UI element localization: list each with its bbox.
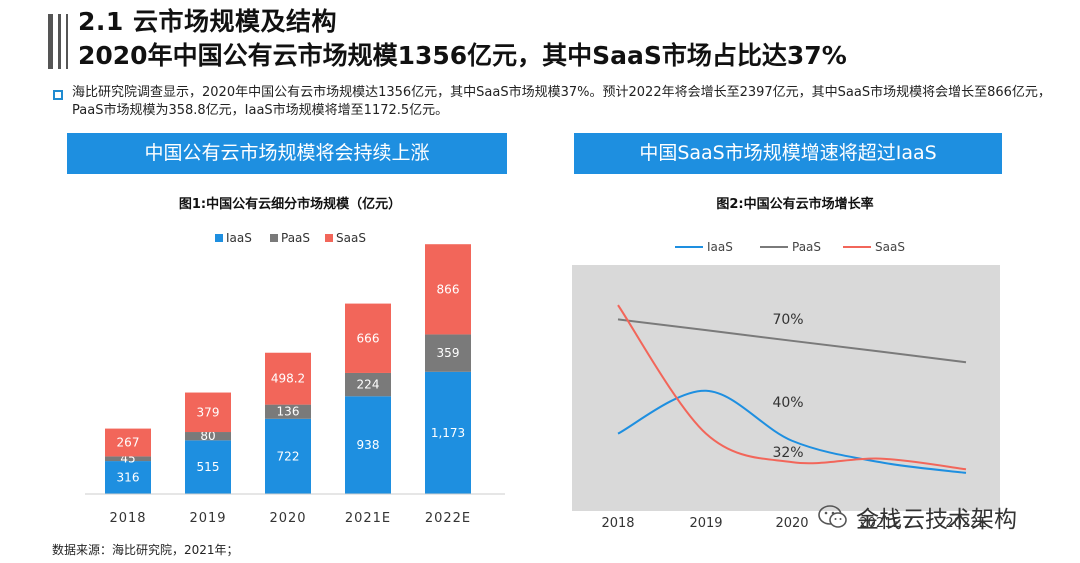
legend-label-saas: SaaS	[875, 240, 905, 254]
bar-value-label: 938	[357, 438, 380, 452]
bar-chart-title: 图1:中国公有云细分市场规模（亿元）	[178, 197, 402, 212]
x-tick-label: 2021E	[859, 516, 900, 531]
x-tick-label: 2022E	[945, 516, 986, 531]
bar-paas	[425, 334, 471, 372]
bar-value-label: 1,173	[431, 426, 465, 440]
left-banner: 中国公有云市场规模将会持续上涨	[67, 133, 507, 174]
bar-value-label: 80	[200, 429, 215, 443]
bullet-square-icon	[53, 90, 63, 100]
bar-value-label: 224	[357, 378, 380, 392]
bar-value-label: 722	[277, 449, 300, 463]
line-chart-title: 图2:中国公有云市场增长率	[716, 197, 874, 212]
bar-value-label: 316	[117, 471, 140, 485]
legend-swatch-iaas	[215, 234, 223, 242]
right-banner: 中国SaaS市场规模增速将超过IaaS	[574, 133, 1002, 174]
bar-value-label: 515	[197, 460, 220, 474]
bar-value-label: 379	[197, 405, 220, 419]
x-tick-label: 2019	[189, 511, 226, 526]
x-tick-label: 2018	[109, 511, 146, 526]
bar-iaas	[265, 418, 311, 494]
series-line-saas	[617, 304, 967, 471]
growth-line-chart: IaaS PaaS SaaS 70% 40% 32% 2018 2019 2020 2021E 20…	[572, 240, 1000, 531]
header-accent-bar	[58, 14, 61, 69]
bar-saas	[425, 244, 471, 335]
bar-value-label: 666	[357, 331, 380, 345]
legend-label-iaas: IaaS	[707, 240, 733, 254]
bar-paas	[345, 372, 391, 397]
summary-paragraph: 海比研究院调查显示，2020年中国公有云市场规模达1356亿元，其中SaaS市场…	[72, 85, 1051, 118]
bar-saas	[345, 303, 391, 373]
legend-label-paas: PaaS	[792, 240, 821, 254]
bar-paas	[265, 404, 311, 419]
annotation-label: 40%	[772, 395, 803, 411]
bar-saas	[185, 392, 231, 433]
bar-iaas	[185, 440, 231, 494]
bar-saas	[265, 352, 311, 405]
bar-value-label: 498.2	[271, 372, 305, 386]
bar-value-label: 136	[277, 405, 300, 419]
x-tick-label: 2019	[689, 516, 722, 531]
watermark-text: 金栈云技术架构	[856, 507, 1017, 533]
bar-iaas	[425, 371, 471, 494]
bar-value-label: 359	[437, 346, 460, 360]
page-headline: 2020年中国公有云市场规模1356亿元，其中SaaS市场占比达37%	[78, 41, 847, 70]
series-line-paas	[617, 318, 967, 364]
section-title: 2.1 云市场规模及结构	[78, 7, 337, 36]
bar-saas	[105, 428, 151, 457]
x-tick-label: 2020	[775, 516, 808, 531]
bar-value-label: 267	[117, 435, 140, 449]
legend-label-iaas: IaaS	[226, 231, 252, 245]
legend-label-paas: PaaS	[281, 231, 310, 245]
series-line-iaas	[617, 389, 967, 474]
bar-iaas	[105, 461, 151, 494]
plot-background	[572, 265, 1000, 511]
legend-swatch-saas	[325, 234, 333, 242]
legend-label-saas: SaaS	[336, 231, 366, 245]
legend-swatch-paas	[270, 234, 278, 242]
bar-value-label: 866	[437, 282, 460, 296]
annotation-label: 70%	[772, 312, 803, 328]
x-tick-label: 2018	[601, 516, 634, 531]
data-source-note: 数据来源：海比研究院，2021年；	[52, 543, 239, 557]
header-accent-bar	[48, 14, 53, 69]
bar-paas	[105, 456, 151, 462]
wechat-icon	[818, 505, 847, 528]
x-tick-label: 2021E	[345, 511, 391, 526]
stacked-bar-chart: IaaS PaaS SaaS3164526720185158037920197221…	[85, 231, 505, 526]
x-tick-label: 2022E	[425, 511, 471, 526]
annotation-label: 32%	[772, 445, 803, 461]
header-accent-bar	[66, 14, 68, 69]
bar-paas	[185, 432, 231, 441]
bar-iaas	[345, 396, 391, 494]
watermark: 金栈云技术架构	[818, 500, 1017, 534]
x-tick-label: 2020	[269, 511, 306, 526]
